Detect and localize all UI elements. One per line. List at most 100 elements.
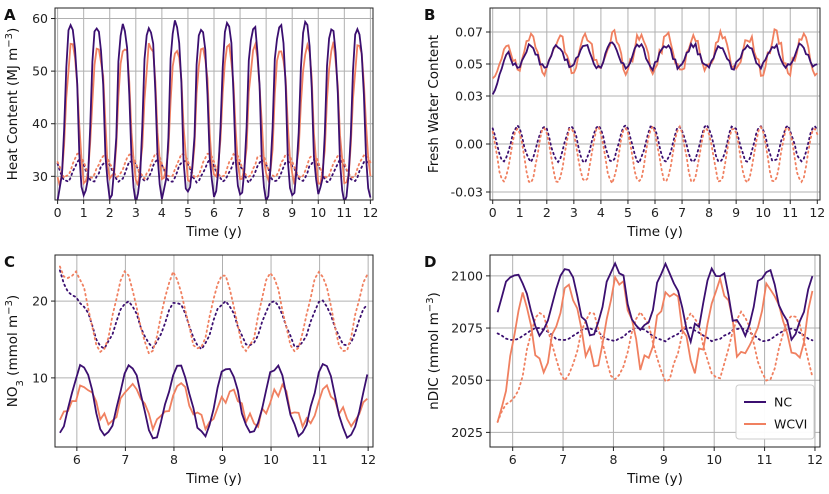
y-label-sup: −3 <box>4 300 15 315</box>
y-tick-label: 50 <box>32 64 48 79</box>
x-tick-label: 12 <box>360 452 376 467</box>
y-label-end: ) <box>426 292 442 297</box>
y-tick-label: 2075 <box>451 321 483 336</box>
y-tick-label: 60 <box>32 11 48 26</box>
axes-frame <box>489 254 821 448</box>
y-tick-label: 2100 <box>451 268 483 283</box>
x-axis-label: Time (y) <box>185 471 242 487</box>
x-tick-label: 8 <box>705 205 713 220</box>
x-tick-label: 6 <box>73 452 81 467</box>
x-tick-label: 11 <box>757 452 773 467</box>
x-tick-label: 5 <box>184 205 192 220</box>
x-tick-label: 10 <box>706 452 722 467</box>
x-tick-label: 10 <box>310 205 326 220</box>
y-label-end: ) <box>5 28 21 33</box>
x-tick-label: 2 <box>543 205 551 220</box>
x-tick-label: 6 <box>210 205 218 220</box>
panel-B: B0 1 2 3 4 5 6 7 8 9 10 11 12-0.030.000.030.050.07Ti… <box>424 6 825 240</box>
y-label-sup: −3 <box>4 33 15 48</box>
y-tick-label: 20 <box>32 294 48 309</box>
series-wcvi-dotted <box>59 265 369 355</box>
y-tick-label: 0.00 <box>455 137 483 152</box>
x-axis-label: Time (y) <box>626 471 683 487</box>
x-tick-label: 9 <box>219 452 227 467</box>
y-tick-label: -0.03 <box>451 185 483 200</box>
series-wcvi <box>496 274 814 423</box>
x-tick-label: 12 <box>807 452 823 467</box>
x-tick-label: 3 <box>132 205 140 220</box>
x-tick-label: 8 <box>262 205 270 220</box>
y-tick-label: 40 <box>32 116 48 131</box>
axes-frame <box>54 254 374 448</box>
x-tick-label: 10 <box>263 452 279 467</box>
legend-box <box>735 384 815 440</box>
x-tick-label: 6 <box>651 205 659 220</box>
y-label-mid: (mmol m <box>5 315 21 380</box>
panel-label-C: C <box>4 253 15 271</box>
y-label-main: nDIC (mmol m <box>426 312 442 410</box>
x-tick-label: 4 <box>597 205 605 220</box>
series-nc <box>56 19 372 200</box>
panel-D: D 6 7 8 9 10 11 12 2025 2050 2075 2100 Time (y) nDIC … <box>424 253 823 487</box>
y-tick-label: 30 <box>32 169 48 184</box>
x-tick-label: 7 <box>236 205 244 220</box>
y-axis-label: Fresh Water Content <box>426 35 442 173</box>
legend-label-wcvi: WCVI <box>774 417 807 432</box>
x-tick-label: 12 <box>362 205 378 220</box>
x-tick-label: 0 <box>54 205 62 220</box>
series-wcvi <box>59 382 368 433</box>
x-tick-label: 8 <box>170 452 178 467</box>
x-axis-label: Time (y) <box>185 224 242 240</box>
x-tick-label: 7 <box>121 452 129 467</box>
panel-label-A: A <box>4 6 16 24</box>
legend: NC WCVI <box>735 384 815 440</box>
y-axis-label: nDIC (mmol m−3) <box>425 292 443 410</box>
x-tick-label: 8 <box>609 452 617 467</box>
x-tick-label: 12 <box>809 205 825 220</box>
y-tick-label: 2050 <box>451 373 483 388</box>
y-axis-label: NO3 (mmol m−3) <box>4 295 26 407</box>
y-label-main: Fresh Water Content <box>426 35 442 173</box>
x-tick-label: 2 <box>106 205 114 220</box>
x-tick-label: 4 <box>158 205 166 220</box>
series-wcvi-dotted <box>491 124 819 186</box>
y-tick-label: 0.03 <box>455 89 483 104</box>
series-nc <box>59 362 369 440</box>
series-wcvi-dotted <box>496 309 814 423</box>
x-axis-label: Time (y) <box>626 224 683 240</box>
x-tick-label: 1 <box>80 205 88 220</box>
x-tick-label: 3 <box>570 205 578 220</box>
x-tick-label: 0 <box>489 205 497 220</box>
panel-label-B: B <box>424 6 435 24</box>
series-wcvi <box>56 40 372 187</box>
legend-label-nc: NC <box>774 395 792 410</box>
x-tick-label: 7 <box>559 452 567 467</box>
y-label-main: Heat Content (MJ m <box>5 48 21 181</box>
y-axis-label: Heat Content (MJ m−3) <box>4 28 22 181</box>
x-tick-label: 9 <box>732 205 740 220</box>
y-label-sup: −3 <box>425 297 436 312</box>
x-tick-label: 1 <box>516 205 524 220</box>
y-tick-label: 0.05 <box>455 57 483 72</box>
series-nc <box>496 261 814 346</box>
panel-C: C 6 7 8 9 10 11 12 10 20 Time (y) NO3 (mmol m−3) <box>4 253 377 487</box>
x-tick-label: 7 <box>678 205 686 220</box>
y-label-end: ) <box>5 295 21 300</box>
x-tick-label: 11 <box>312 452 328 467</box>
y-tick-label: 2025 <box>451 425 483 440</box>
y-tick-label: 10 <box>32 370 48 385</box>
x-tick-label: 10 <box>755 205 771 220</box>
y-label-sub: 3 <box>15 380 26 386</box>
series-nc-dotted <box>491 123 819 165</box>
panel-label-D: D <box>424 253 436 271</box>
series-nc-dotted <box>59 269 369 351</box>
series-nc <box>491 41 818 95</box>
x-tick-label: 6 <box>509 452 517 467</box>
x-tick-label: 5 <box>624 205 632 220</box>
x-tick-label: 9 <box>660 452 668 467</box>
y-label-main: NO <box>5 386 21 407</box>
y-tick-label: 0.07 <box>455 25 483 40</box>
x-tick-label: 9 <box>288 205 296 220</box>
